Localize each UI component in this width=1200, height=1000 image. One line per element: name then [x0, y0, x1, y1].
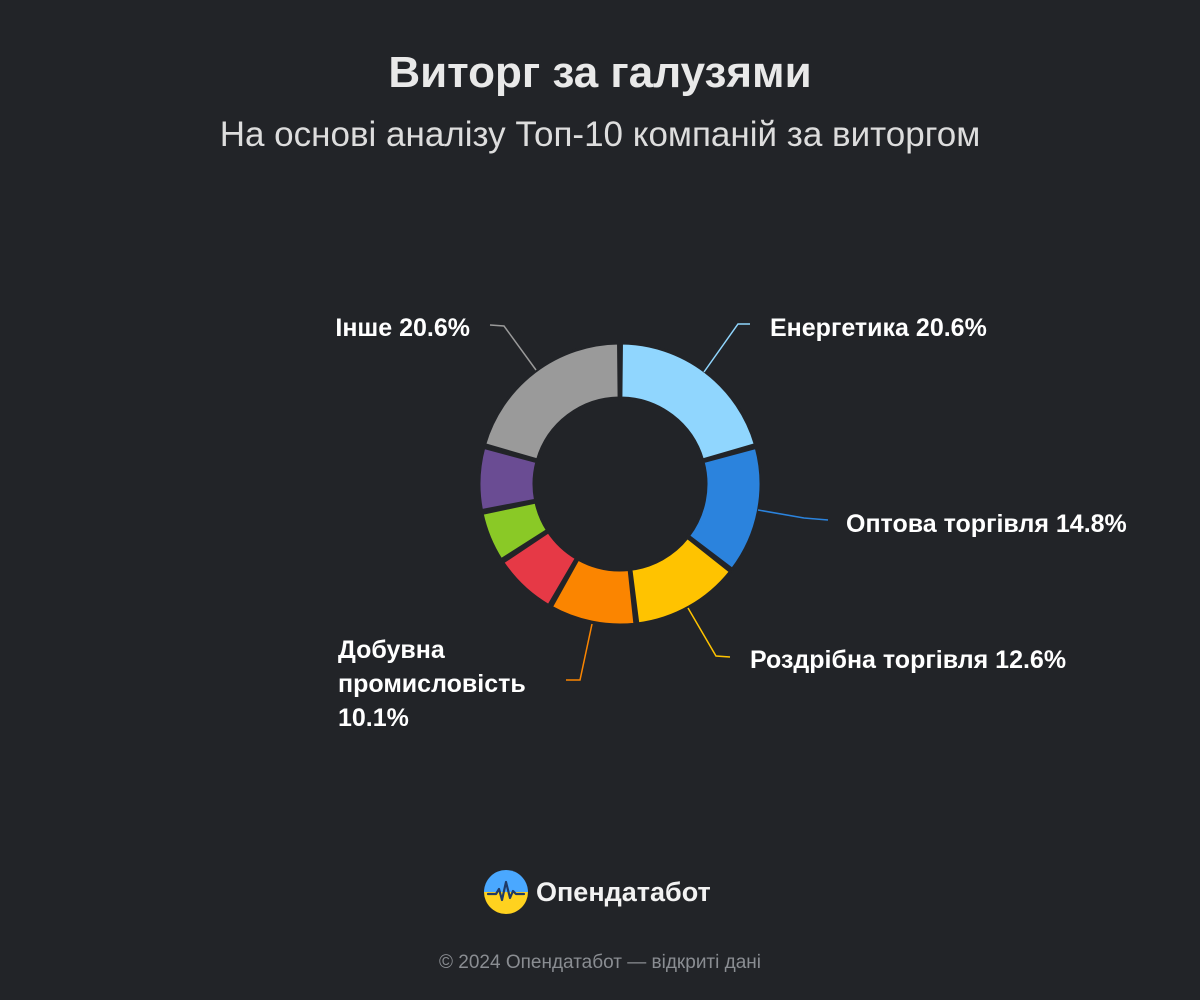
leader-line-2 — [687, 607, 731, 658]
slice-label-line: 10.1% — [338, 704, 409, 732]
slice-label-2: Роздрібна торгівля 12.6% — [750, 646, 1066, 674]
leader-line-0 — [703, 323, 750, 373]
slice-label-1: Оптова торгівля 14.8% — [846, 510, 1127, 538]
brand-name: Опендатабот — [536, 876, 711, 907]
slice-label-line: промисловість — [338, 670, 526, 698]
donut-slice-2 — [629, 535, 732, 626]
footer-copyright: © 2024 Опендатабот — відкриті дані — [439, 952, 761, 973]
leader-line-1 — [757, 509, 829, 521]
slice-labels: Енергетика 20.6% Оптова торгівля 14.8% Роз… — [335, 314, 1126, 732]
donut-slice-1 — [686, 445, 763, 571]
brand-logo: Опендатабот — [484, 870, 711, 914]
donut-slice-5 — [480, 500, 549, 562]
leader-line-7 — [489, 324, 537, 371]
donut-slice-6 — [477, 445, 539, 513]
slice-label-3: Добувна промисловість 10.1% — [338, 636, 526, 732]
slice-label-0: Енергетика 20.6% — [770, 314, 987, 342]
opendatabot-logo-icon — [484, 870, 528, 914]
donut-slice-0 — [619, 341, 757, 462]
slice-label-7: Інше 20.6% — [335, 314, 470, 342]
leader-lines — [489, 323, 829, 681]
leader-line-3 — [566, 623, 593, 681]
chart-title: Виторг за галузями — [388, 48, 812, 97]
donut-slice-3 — [549, 557, 637, 627]
slice-label-line: Добувна — [338, 636, 446, 664]
donut-slice-7 — [483, 341, 621, 462]
chart-subtitle: На основі аналізу Топ-10 компаній за вит… — [219, 115, 981, 154]
donut-slice-4 — [501, 530, 578, 608]
donut-slices — [477, 341, 763, 627]
